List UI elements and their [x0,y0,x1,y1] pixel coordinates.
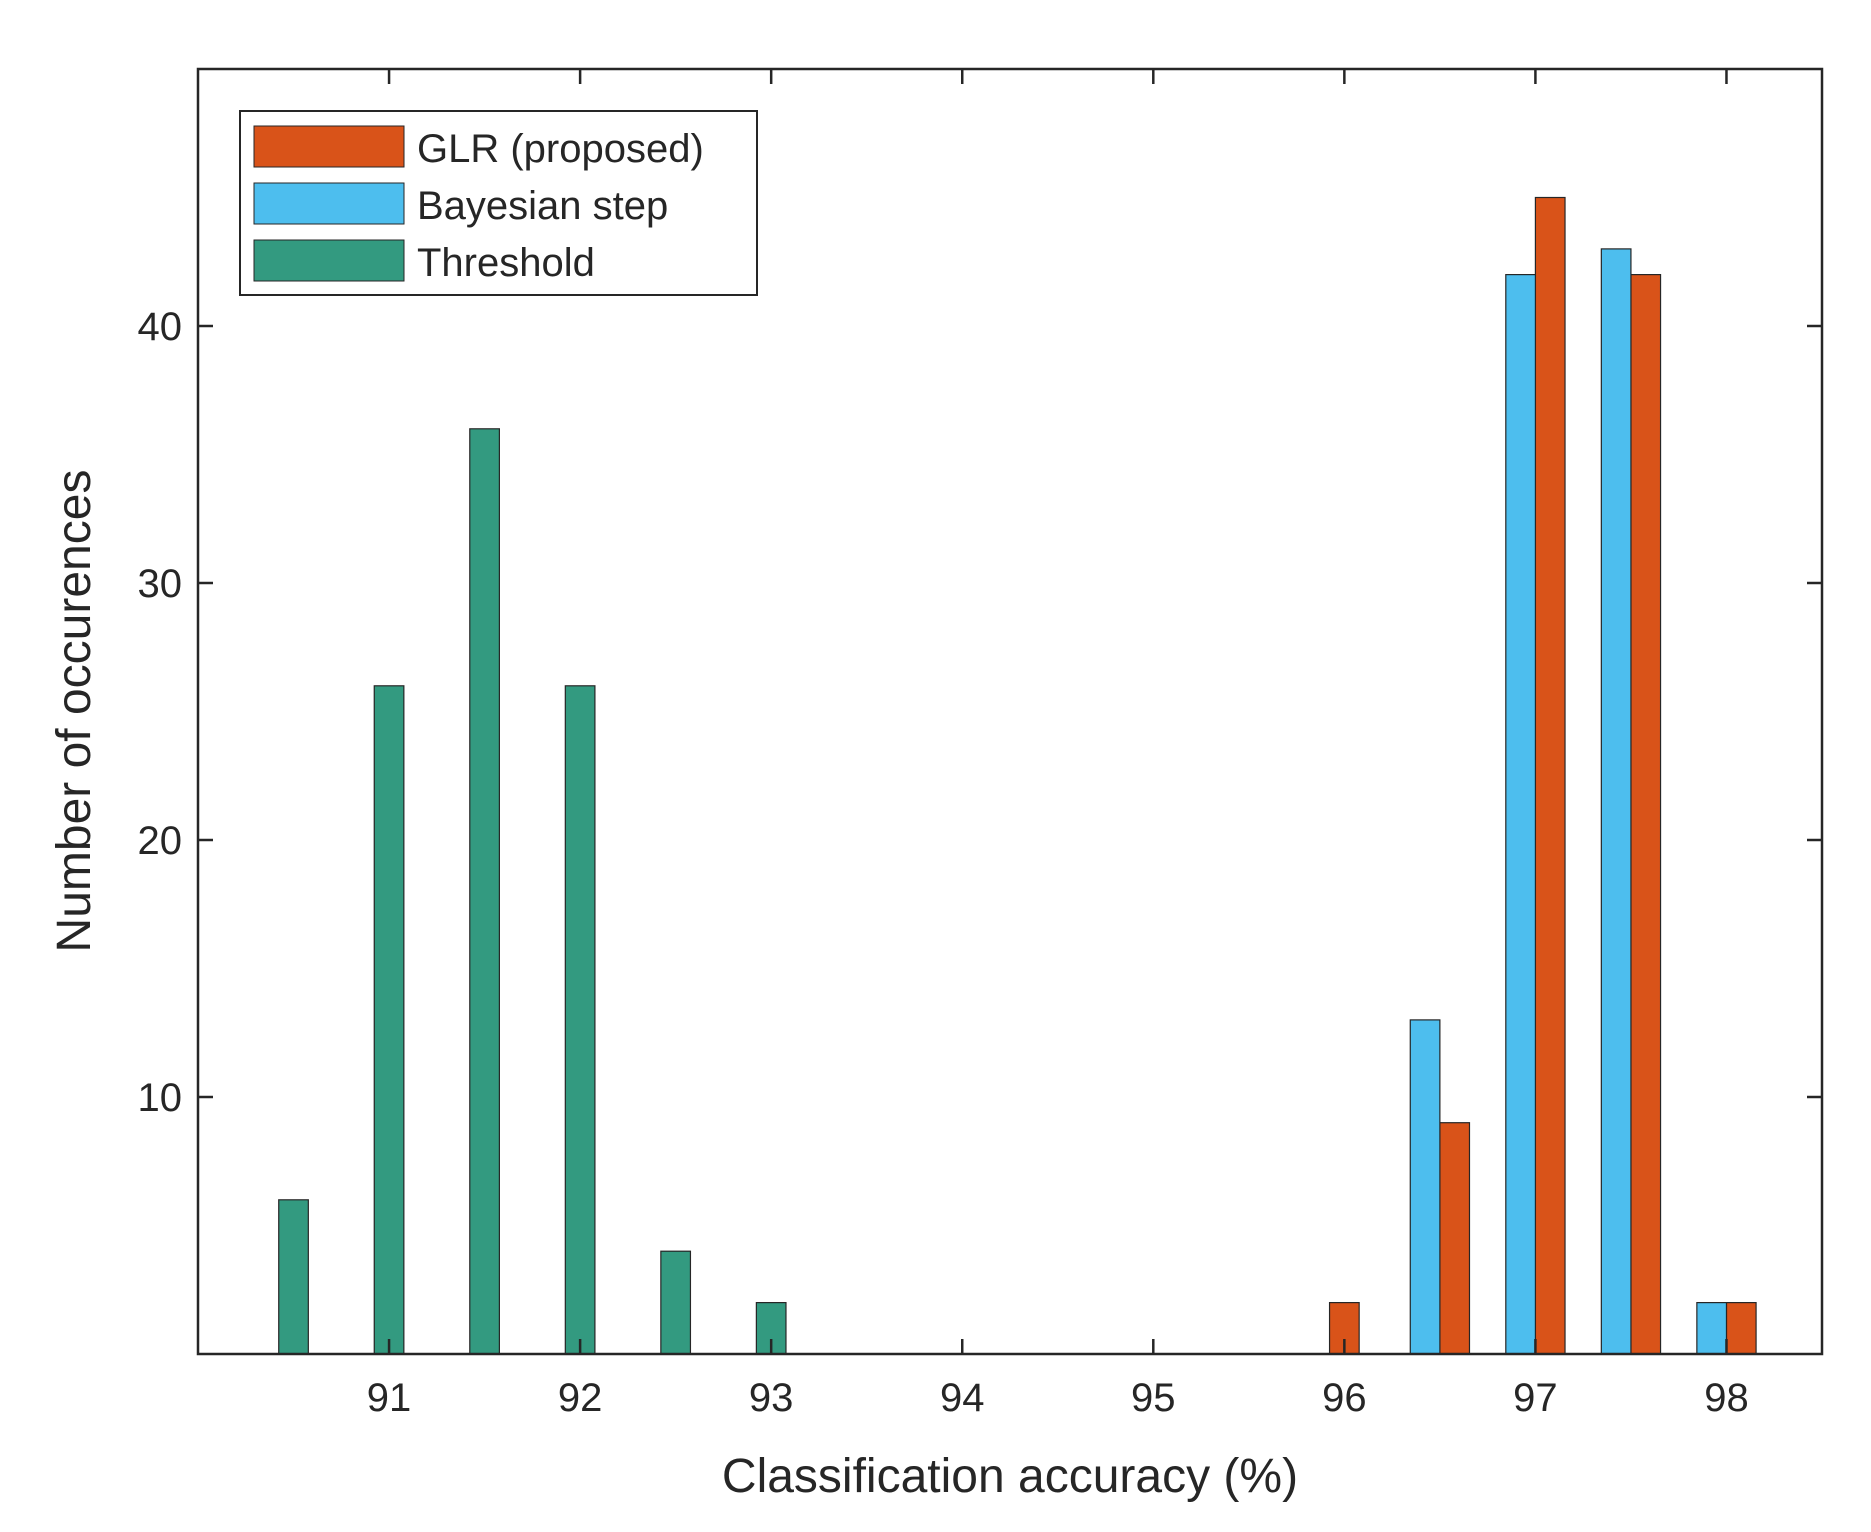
legend-swatch-threshold [253,239,405,282]
legend-label-bayesian: Bayesian step [417,184,668,228]
x-axis-label: Classification accuracy (%) [722,1450,1298,1503]
x-tick-label-91: 91 [367,1376,412,1420]
legend-swatch-glr [253,125,405,168]
x-tick-label-96: 96 [1322,1376,1367,1420]
legend: GLR (proposed) Bayesian step Threshold [239,110,758,296]
bar-threshold-91 [373,685,405,1355]
x-tick-label-97: 97 [1513,1376,1558,1420]
bar-glr-proposed-98 [1725,1301,1757,1355]
legend-label-glr: GLR (proposed) [417,127,704,171]
bar-bayesian-step-96-5 [1409,1019,1441,1355]
x-tick-label-93: 93 [749,1376,794,1420]
bar-bayesian-step-98 [1696,1301,1728,1355]
bar-threshold-92 [564,685,596,1355]
x-tick-label-94: 94 [940,1376,985,1420]
legend-swatch-bayesian [253,182,405,225]
y-axis-label: Number of occurences [48,470,101,953]
x-tick-label-98: 98 [1704,1376,1749,1420]
x-tick-label-95: 95 [1131,1376,1176,1420]
bar-glr-proposed-96-5 [1439,1122,1471,1355]
bar-bayesian-step-97-5 [1600,248,1632,1355]
plot-frame [196,67,1824,1356]
bar-bayesian-step-97 [1505,274,1537,1355]
bars-group [278,196,1757,1355]
bar-threshold-91-5 [469,428,500,1355]
ticks-group: 91 92 93 94 95 96 97 98 10 20 30 40 [138,69,1822,1420]
bar-threshold-92-5 [660,1250,692,1355]
bar-threshold-90-5 [278,1199,309,1355]
y-tick-label-40: 40 [138,305,183,349]
x-tick-label-92: 92 [558,1376,603,1420]
y-tick-label-10: 10 [138,1076,183,1120]
legend-label-threshold: Threshold [417,241,595,285]
bar-glr-proposed-97-5 [1630,274,1662,1355]
y-tick-label-20: 20 [138,819,183,863]
bar-glr-proposed-97 [1534,196,1566,1355]
y-tick-label-30: 30 [138,562,183,606]
